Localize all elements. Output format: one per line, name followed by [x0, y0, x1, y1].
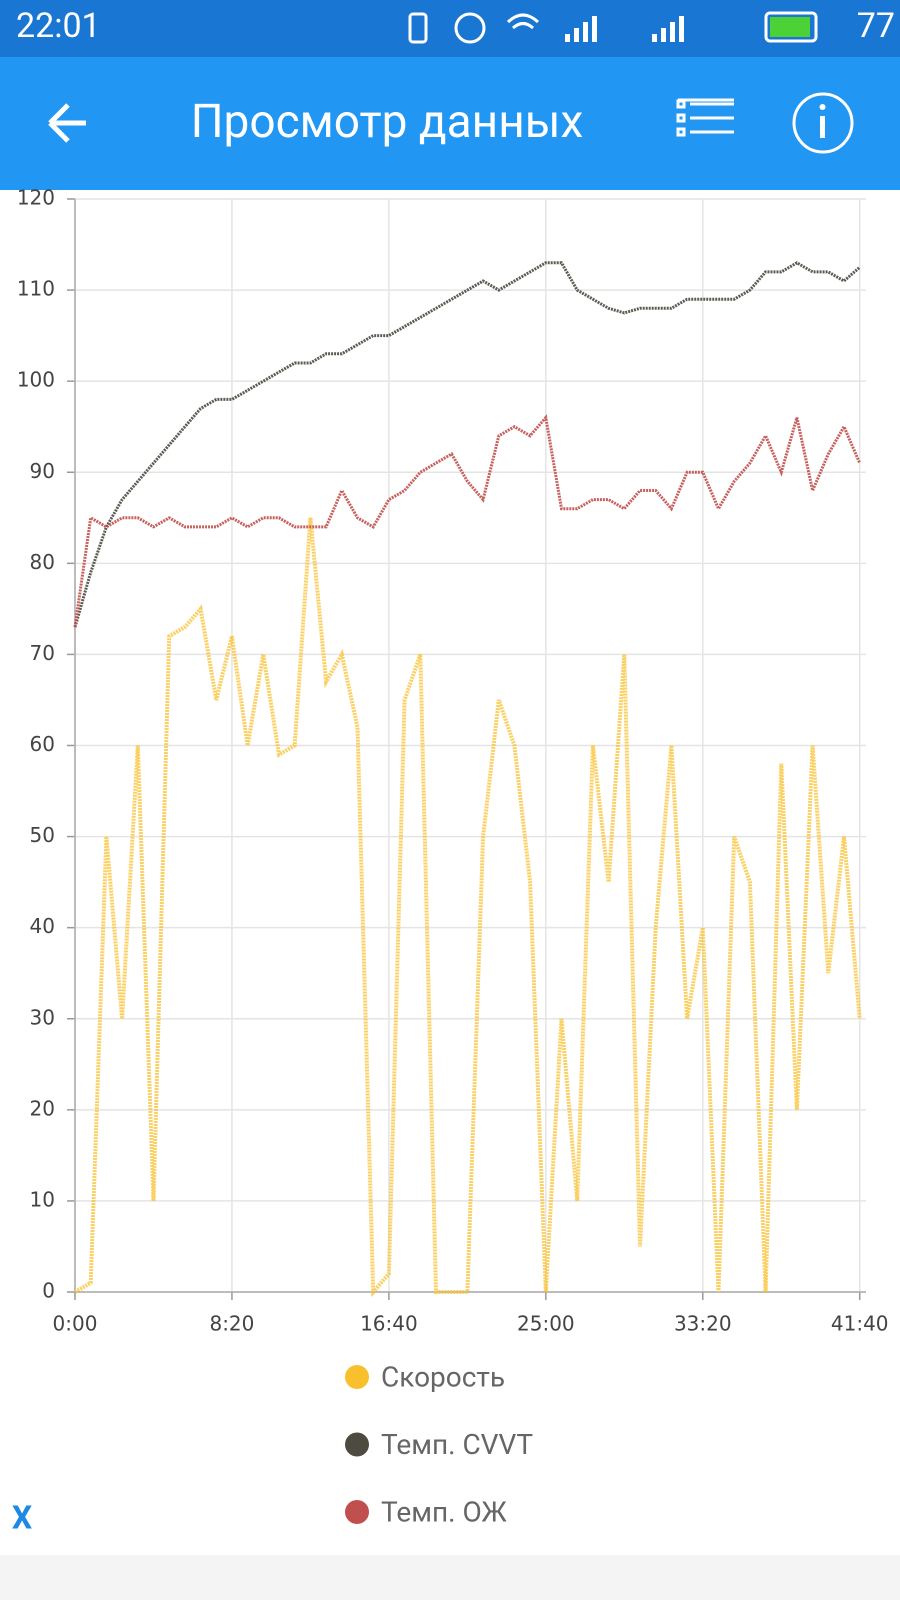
- y-tick-label: 110: [17, 277, 55, 301]
- battery-level: [770, 17, 810, 37]
- back-button[interactable]: [48, 103, 86, 143]
- x-tick-label: 41:40: [831, 1312, 889, 1336]
- y-tick-label: 0: [42, 1279, 55, 1303]
- y-tick-label: 30: [30, 1005, 55, 1029]
- legend-label: Темп. ОЖ: [381, 1495, 507, 1528]
- y-tick-label: 80: [30, 550, 55, 574]
- y-tick-label: 70: [30, 641, 55, 665]
- signal-icons: [565, 16, 684, 42]
- legend-label: Темп. CVVT: [381, 1428, 533, 1461]
- x-tick-label: 16:40: [360, 1312, 418, 1336]
- x-tick-label: 0:00: [53, 1312, 98, 1336]
- x-tick-label: 33:20: [674, 1312, 732, 1336]
- legend-swatch: [345, 1500, 369, 1524]
- y-tick-label: 90: [30, 459, 55, 483]
- status-time: 22:01: [16, 6, 101, 46]
- y-tick-label: 120: [17, 186, 55, 210]
- info-button[interactable]: [792, 92, 854, 154]
- list-button[interactable]: [676, 98, 734, 137]
- y-tick-label: 60: [30, 732, 55, 756]
- legend-swatch: [345, 1432, 369, 1457]
- x-tick-label: 25:00: [517, 1312, 575, 1336]
- y-tick-label: 10: [30, 1187, 55, 1211]
- app-title: Просмотр данных: [191, 95, 584, 149]
- bottom-strip: [0, 1555, 900, 1600]
- y-tick-label: 40: [30, 914, 55, 938]
- series-line: [73, 517, 862, 1298]
- y-tick-label: 50: [30, 823, 55, 847]
- close-button[interactable]: X: [12, 1498, 32, 1536]
- battery-percent: 77: [857, 6, 895, 46]
- y-tick-label: 100: [17, 368, 55, 392]
- app-bar: [0, 57, 900, 190]
- status-icons: [408, 11, 818, 44]
- legend-swatch: [345, 1365, 369, 1389]
- y-tick-label: 20: [30, 1096, 55, 1120]
- legend-label: Скорость: [381, 1360, 505, 1393]
- series-line: [73, 261, 861, 628]
- x-tick-label: 8:20: [209, 1312, 254, 1336]
- series-line: [73, 414, 862, 628]
- status-bar: [0, 0, 900, 57]
